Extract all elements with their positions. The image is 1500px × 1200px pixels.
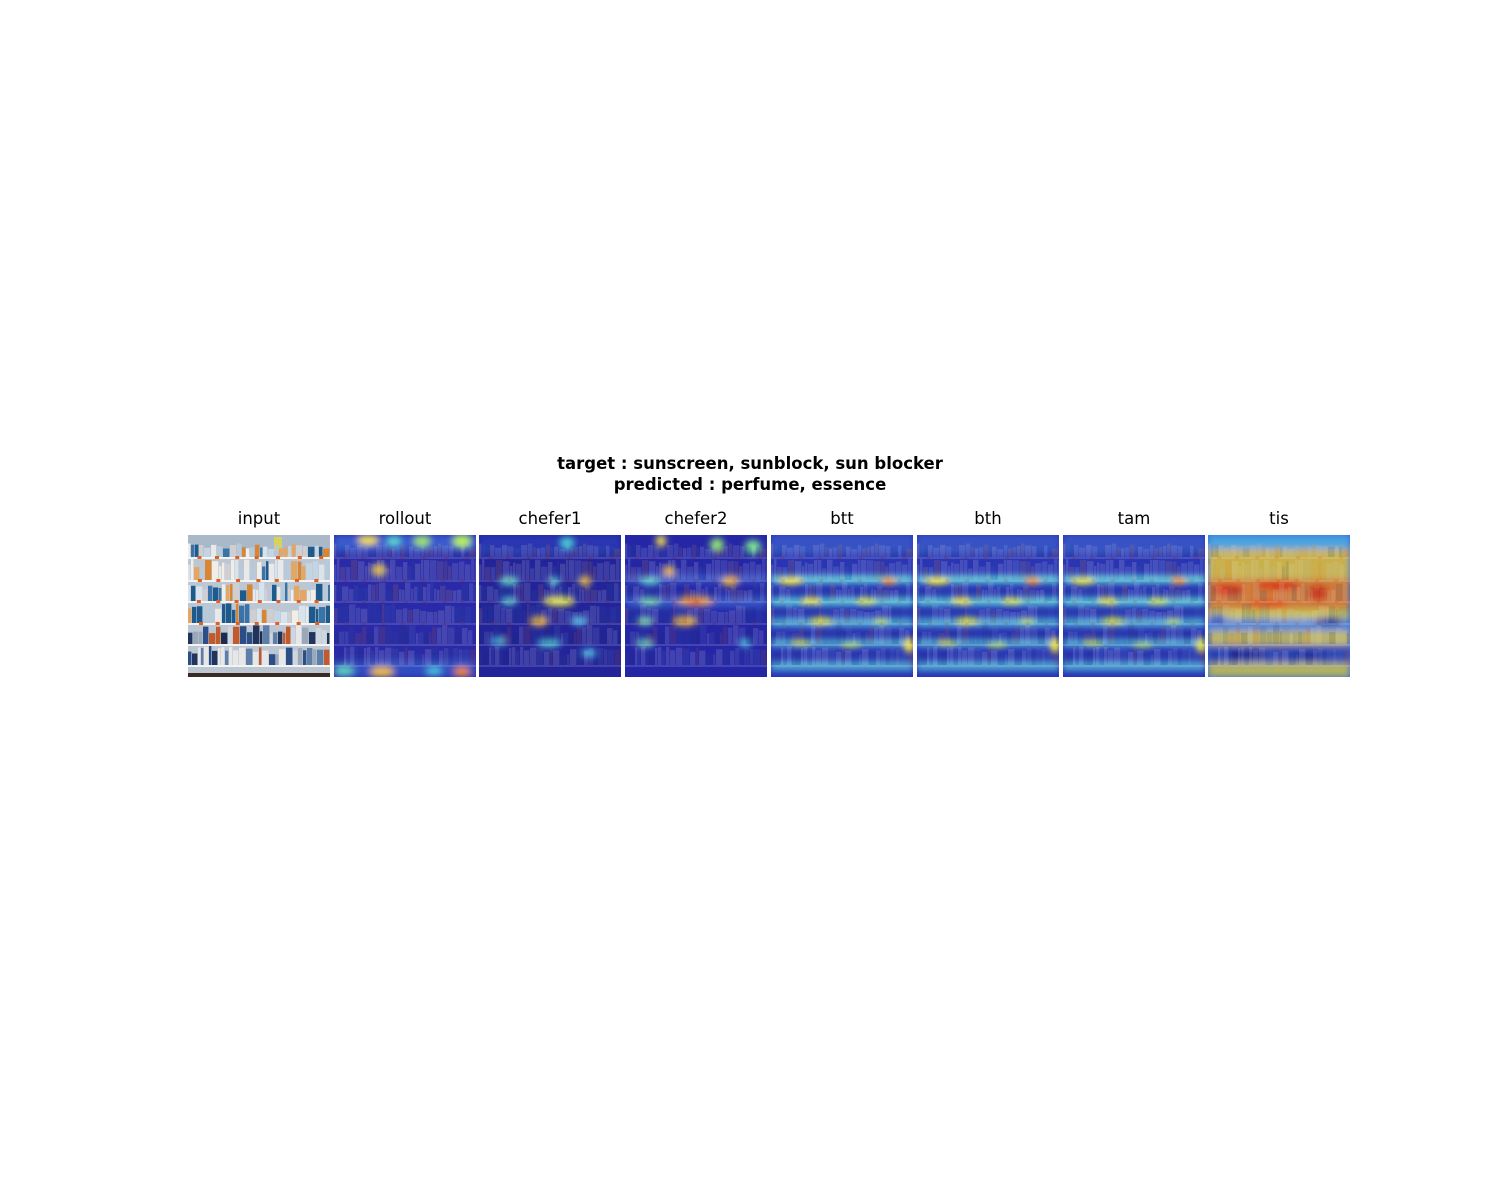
panel-tam: tam	[1063, 509, 1205, 677]
figure-title: target : sunscreen, sunblock, sun blocke…	[0, 453, 1500, 495]
input-image	[188, 535, 330, 677]
predicted-label: predicted : perfume, essence	[613, 475, 887, 494]
panel-chefer1: chefer1	[479, 509, 621, 677]
chefer1-heatmap	[479, 535, 621, 677]
tis-heatmap	[1208, 535, 1350, 677]
panel-title: chefer1	[518, 509, 582, 528]
panel-chefer2: chefer2	[625, 509, 767, 677]
rollout-heatmap	[334, 535, 476, 677]
tam-heatmap	[1063, 535, 1205, 677]
panel-input: input	[188, 509, 330, 677]
bth-heatmap	[917, 535, 1059, 677]
panel-title: btt	[830, 509, 854, 528]
panel-title: input	[237, 509, 281, 528]
target-label: target : sunscreen, sunblock, sun blocke…	[557, 454, 943, 473]
panel-title: rollout	[378, 509, 432, 528]
panel-btt: btt	[771, 509, 913, 677]
chefer2-heatmap	[625, 535, 767, 677]
panel-title: tis	[1269, 509, 1289, 528]
panel-bth: bth	[917, 509, 1059, 677]
panel-title: bth	[974, 509, 1002, 528]
btt-heatmap	[771, 535, 913, 677]
panel-rollout: rollout	[334, 509, 476, 677]
panel-title: chefer2	[664, 509, 728, 528]
panel-title: tam	[1117, 509, 1151, 528]
panel-tis: tis	[1208, 509, 1350, 677]
